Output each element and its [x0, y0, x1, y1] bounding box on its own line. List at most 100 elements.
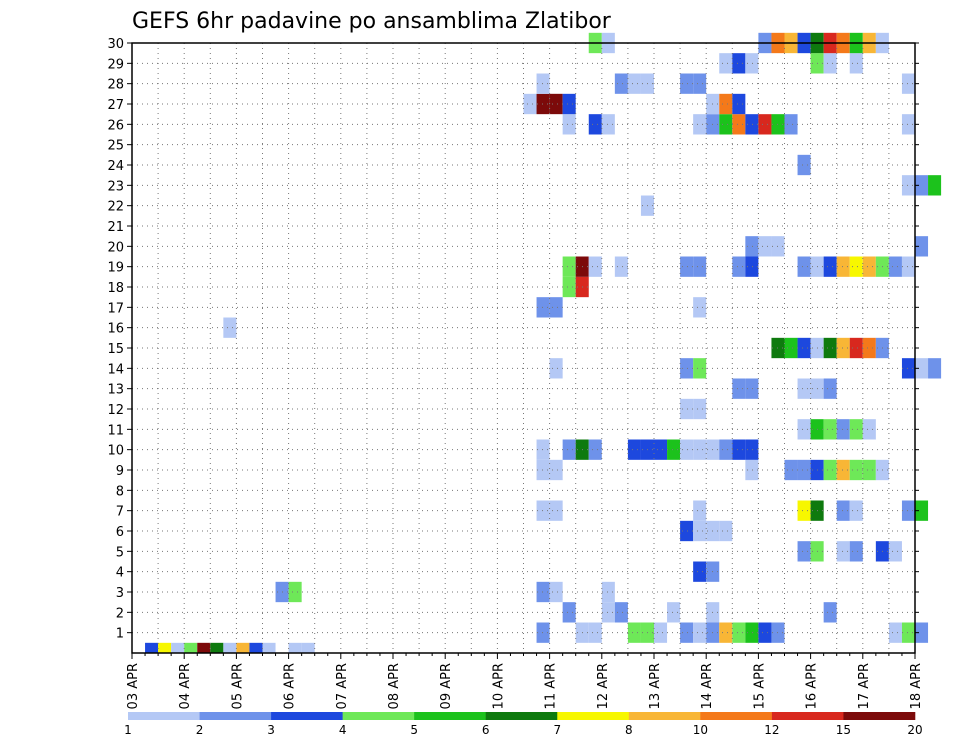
heatmap-cell	[745, 236, 759, 257]
heatmap-cell	[836, 419, 850, 440]
heatmap-cell	[680, 622, 694, 643]
heatmap-cell	[901, 500, 915, 521]
x-tick-label: 08 APR	[387, 663, 402, 709]
heatmap-cell	[614, 73, 628, 94]
colorbar-segment	[557, 712, 630, 720]
heatmap-cell	[797, 541, 811, 562]
y-tick-label: 17	[107, 301, 124, 316]
heatmap-cell	[823, 378, 837, 399]
x-tick-label: 13 APR	[648, 663, 663, 709]
x-tick-label: 04 APR	[178, 663, 193, 709]
heatmap-cell	[680, 398, 694, 420]
x-tick-label: 11 APR	[544, 663, 559, 709]
x-tick-label: 10 APR	[491, 663, 506, 709]
y-tick-label: 29	[107, 57, 124, 72]
y-tick-label: 11	[107, 423, 124, 438]
chart-title: GEFS 6hr padavine po ansamblima Zlatibor	[132, 9, 612, 34]
heatmap-cell	[549, 93, 563, 115]
y-tick-label: 16	[107, 322, 124, 337]
heatmap-cell	[536, 93, 550, 115]
heatmap-cell	[732, 439, 746, 460]
heatmap-cell	[758, 114, 772, 135]
heatmap-cell	[145, 642, 159, 653]
heatmap-cell	[745, 256, 759, 277]
heatmap-cell	[862, 459, 876, 481]
heatmap-cell	[915, 175, 929, 196]
heatmap-cell	[849, 337, 863, 359]
y-tick-label: 19	[107, 261, 124, 276]
heatmap-cell	[588, 622, 602, 643]
y-tick-label: 4	[116, 566, 124, 581]
y-tick-label: 6	[116, 525, 124, 540]
heatmap-cell	[184, 642, 198, 653]
heatmap-cell	[693, 622, 707, 643]
colorbar-segment	[199, 712, 272, 720]
heatmap-cell	[667, 439, 681, 460]
y-tick-label: 9	[116, 464, 124, 479]
colorbar: 1 2 3 4 5 6 7 8 10 12 15 20	[124, 712, 923, 737]
heatmap-cell	[693, 73, 707, 94]
colorbar-label: 6	[482, 723, 490, 737]
colorbar-label: 7	[553, 723, 561, 737]
x-tick-label: 14 APR	[700, 663, 715, 709]
heatmap-cell	[210, 642, 224, 653]
heatmap-cell	[836, 541, 850, 562]
heatmap-cell	[745, 53, 759, 74]
x-tick-label: 03 APR	[126, 663, 141, 709]
y-tick-label: 15	[107, 342, 124, 357]
heatmap-cell	[745, 114, 759, 135]
y-tick-label: 7	[116, 505, 124, 520]
y-tick-label: 18	[107, 281, 124, 296]
y-tick-label: 27	[107, 98, 124, 113]
heatmap-cell	[836, 337, 850, 359]
heatmap-cell	[758, 622, 772, 643]
y-tick-label: 14	[107, 362, 124, 377]
heatmap-cell	[588, 256, 602, 277]
colorbar-label: 4	[339, 723, 347, 737]
y-tick-label: 21	[107, 220, 124, 235]
heatmap-cell	[288, 642, 302, 653]
heatmap-cell	[549, 459, 563, 481]
heatmap-cell	[823, 419, 837, 440]
heatmap-cell	[223, 317, 237, 338]
colorbar-segment	[485, 712, 558, 720]
heatmap-cell	[915, 622, 929, 643]
heatmap-cell	[536, 581, 550, 603]
heatmap-cell	[680, 520, 694, 542]
heatmap-cell	[301, 642, 315, 653]
y-tick-label: 25	[107, 139, 124, 154]
heatmap-cell	[836, 256, 850, 277]
heatmap-cell	[823, 337, 837, 359]
heatmap-cell	[823, 256, 837, 277]
y-tick-label: 20	[107, 240, 124, 255]
heatmap-cell	[797, 419, 811, 440]
y-tick-label: 13	[107, 383, 124, 398]
y-tick-label: 1	[116, 627, 124, 642]
precipitation-cells	[145, 32, 942, 653]
heatmap-cell	[223, 642, 237, 653]
heatmap-cell	[732, 53, 746, 74]
heatmap-cell	[197, 642, 211, 653]
heatmap-cell	[536, 500, 550, 521]
heatmap-cell	[901, 175, 915, 196]
heatmap-cell	[562, 602, 576, 623]
heatmap-cell	[862, 419, 876, 440]
grid-lines	[132, 43, 915, 653]
heatmap-cell	[836, 500, 850, 521]
heatmap-cell	[536, 439, 550, 460]
y-tick-label: 24	[107, 159, 124, 174]
heatmap-cell	[862, 337, 876, 359]
heatmap-cell	[732, 622, 746, 643]
heatmap-cell	[823, 53, 837, 74]
colorbar-segment	[628, 712, 701, 720]
colorbar-label: 12	[764, 723, 779, 737]
heatmap-cell	[693, 398, 707, 420]
heatmap-cell	[797, 256, 811, 277]
heatmap-cell	[784, 114, 798, 135]
heatmap-cell	[719, 520, 733, 542]
heatmap-cell	[719, 53, 733, 74]
heatmap-cell	[849, 256, 863, 277]
heatmap-cell	[693, 520, 707, 542]
y-tick-label: 10	[107, 444, 124, 459]
